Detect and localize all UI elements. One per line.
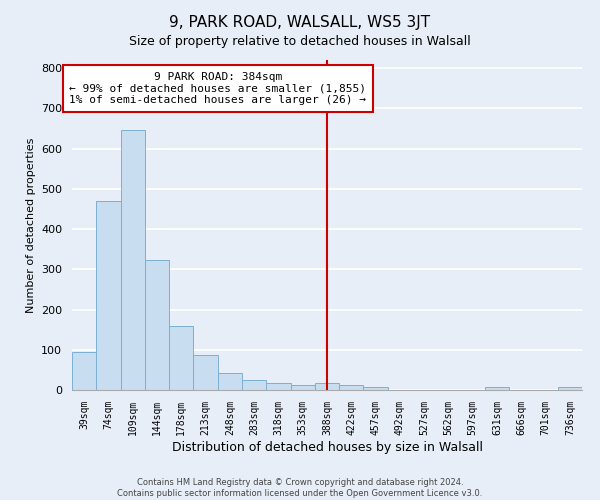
Bar [290,385,315,390]
Bar [72,352,96,390]
Bar [558,387,582,390]
Y-axis label: Number of detached properties: Number of detached properties [26,138,35,312]
Bar [169,326,193,390]
Text: 9 PARK ROAD: 384sqm
← 99% of detached houses are smaller (1,855)
1% of semi-deta: 9 PARK ROAD: 384sqm ← 99% of detached ho… [69,72,366,106]
Text: Size of property relative to detached houses in Walsall: Size of property relative to detached ho… [129,35,471,48]
X-axis label: Distribution of detached houses by size in Walsall: Distribution of detached houses by size … [172,440,482,454]
Bar [218,372,242,390]
Bar [485,387,509,390]
Bar [315,383,339,390]
Bar [364,387,388,390]
Text: Contains HM Land Registry data © Crown copyright and database right 2024.
Contai: Contains HM Land Registry data © Crown c… [118,478,482,498]
Bar [96,201,121,390]
Bar [266,383,290,390]
Bar [339,385,364,390]
Text: 9, PARK ROAD, WALSALL, WS5 3JT: 9, PARK ROAD, WALSALL, WS5 3JT [169,15,431,30]
Bar [193,354,218,390]
Bar [242,380,266,390]
Bar [121,130,145,390]
Bar [145,260,169,390]
